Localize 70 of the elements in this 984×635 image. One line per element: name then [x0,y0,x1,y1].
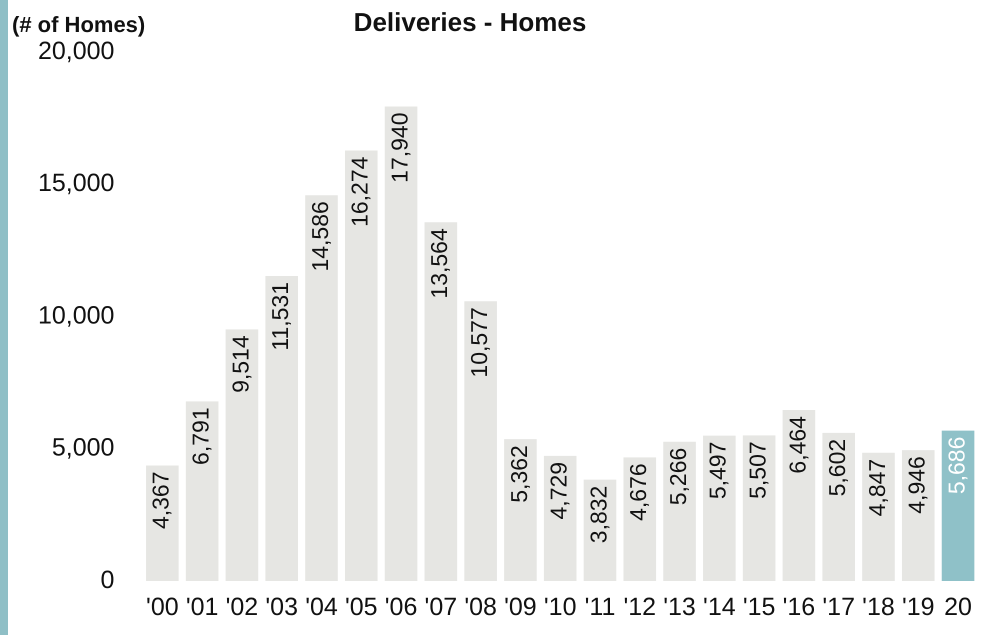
data-label: 14,586 [306,201,333,272]
x-tick-label: '19 [902,592,935,621]
bar [384,106,418,581]
data-label: 16,274 [346,156,373,227]
bar [504,439,537,581]
bar [344,150,378,581]
x-tick-label: '12 [623,592,656,621]
bar [226,329,258,581]
bar [742,435,776,581]
bar [186,401,218,581]
x-tick-label: '01 [186,592,218,621]
x-tick-label: 20 [944,592,972,621]
data-label: 9,514 [227,335,254,393]
data-label: 4,946 [904,456,930,514]
data-label: 13,564 [426,228,452,299]
chart-title: Deliveries - Homes [354,7,586,38]
bar [902,450,935,581]
data-label: 4,847 [864,458,890,516]
bar [584,480,616,581]
x-tick-label: '03 [265,592,298,621]
bar [822,432,856,581]
bar [942,430,974,581]
bar [424,222,458,581]
y-tick-label: 20,000 [38,36,114,65]
bar [782,410,816,581]
data-label: 11,531 [267,282,294,351]
data-label: 17,940 [386,112,412,183]
x-tick-label: '08 [464,592,497,621]
data-label: 5,507 [744,441,770,499]
x-tick-label: '02 [226,592,258,621]
bar [663,442,696,581]
bar [265,276,298,581]
x-tick-label: '07 [424,592,458,621]
y-tick-label: 10,000 [38,301,114,330]
data-label: 6,464 [784,416,810,474]
data-label: 3,832 [585,486,612,544]
x-tick-label: '09 [504,592,537,621]
x-tick-label: '06 [384,592,418,621]
bar [544,456,577,581]
data-label: 10,577 [466,307,492,378]
bar [146,465,179,581]
y-tick-label: 0 [100,566,114,594]
x-tick-label: '14 [703,592,736,621]
x-tick-label: '13 [663,592,696,621]
data-label: 4,676 [625,463,652,521]
data-label: 5,266 [664,448,691,506]
bar [703,436,736,581]
data-label: 5,686 [943,436,970,494]
bar [862,452,895,581]
x-tick-label: '10 [544,592,576,621]
data-label: 6,791 [187,407,214,465]
x-tick-label: '18 [862,592,895,621]
data-label: 5,602 [824,438,850,496]
x-tick-label: '05 [344,592,378,621]
data-label: 5,497 [704,442,731,500]
x-tick-label: '17 [822,592,855,621]
x-tick-label: '16 [782,592,816,621]
x-tick-label: '00 [146,592,179,621]
x-tick-label: '04 [305,592,338,621]
y-tick-label: 15,000 [38,169,114,198]
bar [464,301,497,581]
x-tick-label: '11 [584,592,616,621]
bar [305,195,338,581]
y-axis-title: (# of Homes) [12,12,146,38]
y-tick-label: 5,000 [52,434,114,462]
bar [623,457,656,581]
x-tick-label: '15 [742,592,776,621]
data-label: 5,362 [506,445,532,503]
data-label: 4,729 [546,462,572,520]
data-label: 4,367 [148,471,174,530]
